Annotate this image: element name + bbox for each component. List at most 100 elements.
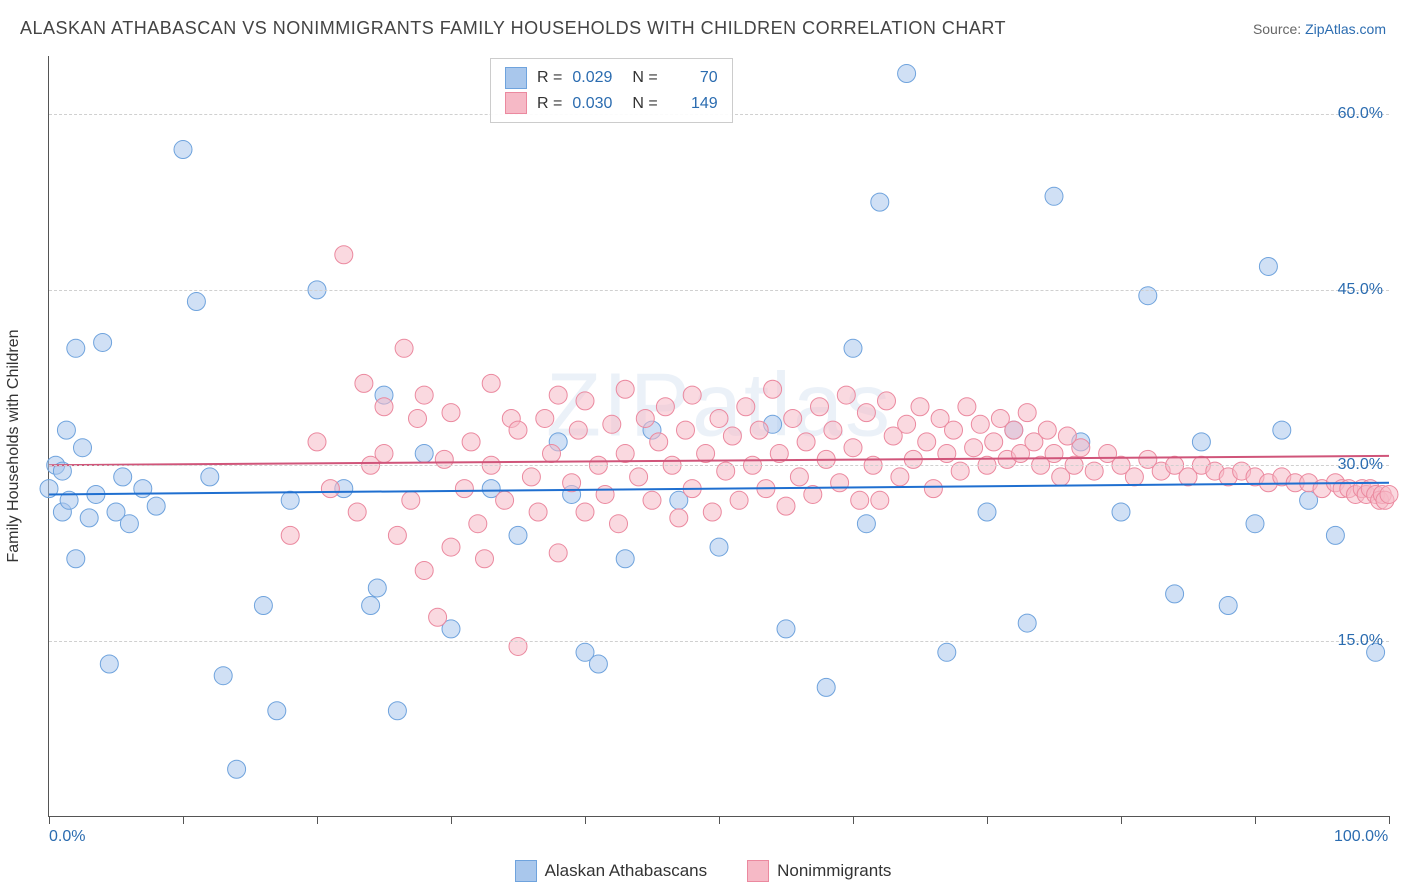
swatch-athabascan bbox=[505, 67, 527, 89]
scatter-point-nonimmigrants bbox=[576, 503, 594, 521]
scatter-point-athabascan bbox=[710, 538, 728, 556]
scatter-point-nonimmigrants bbox=[777, 497, 795, 515]
r-label: R = bbox=[537, 65, 562, 91]
scatter-point-nonimmigrants bbox=[703, 503, 721, 521]
scatter-point-athabascan bbox=[1166, 585, 1184, 603]
n-value-nonimmigrants: 149 bbox=[668, 91, 718, 117]
scatter-point-nonimmigrants bbox=[536, 409, 554, 427]
swatch-nonimmigrants bbox=[505, 92, 527, 114]
scatter-point-nonimmigrants bbox=[335, 246, 353, 264]
ytick-label: 45.0% bbox=[1338, 281, 1383, 299]
xtick bbox=[49, 816, 50, 824]
scatter-point-athabascan bbox=[174, 141, 192, 159]
chart-title: ALASKAN ATHABASCAN VS NONIMMIGRANTS FAMI… bbox=[20, 18, 1006, 39]
scatter-point-athabascan bbox=[201, 468, 219, 486]
xtick bbox=[1389, 816, 1390, 824]
scatter-point-nonimmigrants bbox=[281, 526, 299, 544]
xtick bbox=[1255, 816, 1256, 824]
source-label: Source: ZipAtlas.com bbox=[1253, 21, 1386, 37]
scatter-point-nonimmigrants bbox=[415, 561, 433, 579]
scatter-point-athabascan bbox=[114, 468, 132, 486]
swatch-nonimmigrants bbox=[747, 860, 769, 882]
scatter-point-athabascan bbox=[214, 667, 232, 685]
scatter-point-nonimmigrants bbox=[409, 409, 427, 427]
scatter-point-athabascan bbox=[938, 643, 956, 661]
scatter-point-nonimmigrants bbox=[576, 392, 594, 410]
scatter-point-athabascan bbox=[100, 655, 118, 673]
scatter-point-athabascan bbox=[1259, 257, 1277, 275]
scatter-point-nonimmigrants bbox=[898, 415, 916, 433]
scatter-point-nonimmigrants bbox=[677, 421, 695, 439]
scatter-point-athabascan bbox=[1273, 421, 1291, 439]
scatter-point-nonimmigrants bbox=[549, 386, 567, 404]
scatter-point-nonimmigrants bbox=[764, 380, 782, 398]
scatter-point-athabascan bbox=[388, 702, 406, 720]
scatter-point-nonimmigrants bbox=[402, 491, 420, 509]
scatter-point-nonimmigrants bbox=[462, 433, 480, 451]
scatter-point-nonimmigrants bbox=[442, 404, 460, 422]
scatter-point-nonimmigrants bbox=[878, 392, 896, 410]
scatter-point-nonimmigrants bbox=[670, 509, 688, 527]
trend-line-athabascan bbox=[49, 483, 1389, 495]
scatter-point-nonimmigrants bbox=[971, 415, 989, 433]
scatter-point-nonimmigrants bbox=[308, 433, 326, 451]
scatter-point-athabascan bbox=[1246, 515, 1264, 533]
trend-line-nonimmigrants bbox=[49, 456, 1389, 465]
scatter-point-nonimmigrants bbox=[509, 421, 527, 439]
scatter-point-nonimmigrants bbox=[603, 415, 621, 433]
legend-item-nonimmigrants: Nonimmigrants bbox=[747, 860, 891, 882]
scatter-point-athabascan bbox=[1219, 597, 1237, 615]
scatter-point-athabascan bbox=[509, 526, 527, 544]
scatter-point-nonimmigrants bbox=[415, 386, 433, 404]
scatter-point-nonimmigrants bbox=[784, 409, 802, 427]
scatter-point-nonimmigrants bbox=[710, 409, 728, 427]
xtick bbox=[183, 816, 184, 824]
scatter-point-nonimmigrants bbox=[616, 380, 634, 398]
scatter-point-nonimmigrants bbox=[469, 515, 487, 533]
scatter-point-athabascan bbox=[817, 678, 835, 696]
scatter-point-nonimmigrants bbox=[496, 491, 514, 509]
scatter-point-athabascan bbox=[120, 515, 138, 533]
scatter-point-nonimmigrants bbox=[918, 433, 936, 451]
r-value-athabascan: 0.029 bbox=[572, 65, 622, 91]
scatter-point-athabascan bbox=[857, 515, 875, 533]
scatter-point-nonimmigrants bbox=[737, 398, 755, 416]
gridline bbox=[49, 290, 1389, 291]
scatter-point-nonimmigrants bbox=[522, 468, 540, 486]
scatter-point-athabascan bbox=[80, 509, 98, 527]
swatch-athabascan bbox=[515, 860, 537, 882]
scatter-point-athabascan bbox=[268, 702, 286, 720]
scatter-point-athabascan bbox=[1326, 526, 1344, 544]
scatter-point-athabascan bbox=[1018, 614, 1036, 632]
scatter-point-nonimmigrants bbox=[1125, 468, 1143, 486]
scatter-point-athabascan bbox=[134, 480, 152, 498]
scatter-plot bbox=[49, 56, 1389, 816]
scatter-point-nonimmigrants bbox=[442, 538, 460, 556]
scatter-point-athabascan bbox=[74, 439, 92, 457]
scatter-point-athabascan bbox=[94, 333, 112, 351]
scatter-point-athabascan bbox=[228, 760, 246, 778]
scatter-point-nonimmigrants bbox=[643, 491, 661, 509]
scatter-point-athabascan bbox=[1112, 503, 1130, 521]
scatter-point-nonimmigrants bbox=[790, 468, 808, 486]
scatter-point-nonimmigrants bbox=[388, 526, 406, 544]
scatter-point-nonimmigrants bbox=[1038, 421, 1056, 439]
source-link[interactable]: ZipAtlas.com bbox=[1305, 21, 1386, 37]
scatter-point-nonimmigrants bbox=[1005, 421, 1023, 439]
scatter-point-athabascan bbox=[1192, 433, 1210, 451]
scatter-point-athabascan bbox=[898, 65, 916, 83]
scatter-point-nonimmigrants bbox=[549, 544, 567, 562]
plot-area: ZIPatlas 15.0%30.0%45.0%60.0%0.0%100.0% bbox=[48, 56, 1389, 817]
stats-row-nonimmigrants: R = 0.030 N = 149 bbox=[505, 91, 718, 117]
legend-label-nonimmigrants: Nonimmigrants bbox=[777, 861, 891, 881]
scatter-point-nonimmigrants bbox=[355, 374, 373, 392]
scatter-point-nonimmigrants bbox=[610, 515, 628, 533]
xtick bbox=[585, 816, 586, 824]
xtick-label: 0.0% bbox=[49, 828, 85, 846]
scatter-point-nonimmigrants bbox=[797, 433, 815, 451]
scatter-point-athabascan bbox=[362, 597, 380, 615]
scatter-point-nonimmigrants bbox=[321, 480, 339, 498]
scatter-point-nonimmigrants bbox=[871, 491, 889, 509]
scatter-point-nonimmigrants bbox=[730, 491, 748, 509]
title-bar: ALASKAN ATHABASCAN VS NONIMMIGRANTS FAMI… bbox=[20, 18, 1386, 39]
